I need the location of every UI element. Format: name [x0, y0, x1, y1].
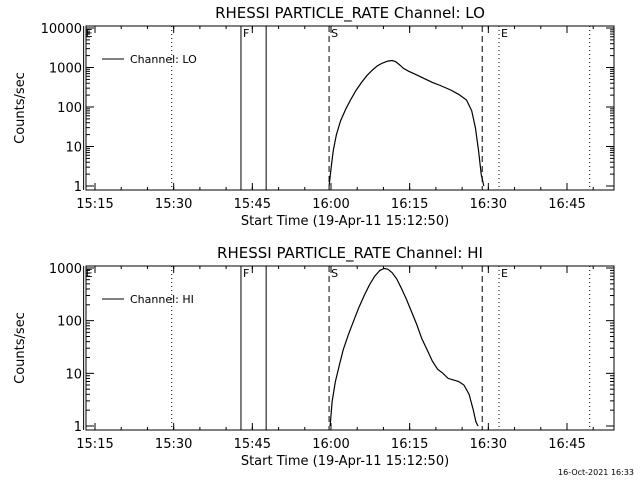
y-tick-label: 1000	[49, 62, 82, 77]
x-axis-label: Start Time (19-Apr-11 15:12:50)	[241, 214, 449, 229]
event-marker-label: F	[243, 267, 249, 280]
x-tick-label: 16:45	[548, 197, 585, 212]
plot-frame	[85, 265, 615, 431]
x-tick-label: 16:45	[548, 437, 585, 452]
y-tick-label: 1	[74, 420, 82, 435]
event-marker-label: E	[86, 27, 93, 40]
x-tick-label: 16:30	[470, 197, 507, 212]
chart-title: RHESSI PARTICLE_RATE Channel: HI	[217, 244, 483, 263]
legend-label: Channel: HI	[130, 293, 194, 306]
y-tick-label: 100	[57, 101, 82, 116]
event-marker-label: E	[501, 27, 508, 40]
plot-frame	[85, 25, 615, 191]
y-tick-label: 10	[65, 367, 82, 382]
x-tick-label: 15:45	[234, 437, 271, 452]
y-tick-label: 100	[57, 315, 82, 330]
y-tick-label: 10	[65, 141, 82, 156]
y-tick-label: 1000	[49, 262, 82, 277]
y-axis-label: Counts/sec	[13, 312, 28, 384]
x-axis-label: Start Time (19-Apr-11 15:12:50)	[241, 454, 449, 469]
y-axis-label: Counts/sec	[13, 72, 28, 144]
x-tick-label: 16:30	[470, 437, 507, 452]
y-tick-label: 1	[74, 180, 82, 195]
x-tick-label: 15:15	[76, 437, 113, 452]
event-marker-label: F	[243, 27, 249, 40]
x-tick-label: 15:30	[155, 437, 192, 452]
chart-title: RHESSI PARTICLE_RATE Channel: LO	[215, 4, 485, 23]
x-tick-label: 15:30	[155, 197, 192, 212]
series-line	[328, 59, 485, 187]
x-tick-label: 15:15	[76, 197, 113, 212]
event-marker-label: S	[331, 267, 338, 280]
event-marker-label: S	[331, 27, 338, 40]
event-marker-label: E	[501, 267, 508, 280]
legend-label: Channel: LO	[130, 53, 197, 66]
x-tick-label: 16:15	[391, 197, 428, 212]
y-tick-label: 10000	[41, 22, 82, 37]
x-tick-label: 16:15	[391, 437, 428, 452]
event-marker-label: E	[86, 267, 93, 280]
series-line	[329, 267, 479, 427]
x-tick-label: 16:00	[312, 437, 349, 452]
x-tick-label: 15:45	[234, 197, 271, 212]
x-tick-label: 16:00	[312, 197, 349, 212]
generation-timestamp: 16-Oct-2021 16:33	[558, 468, 634, 477]
